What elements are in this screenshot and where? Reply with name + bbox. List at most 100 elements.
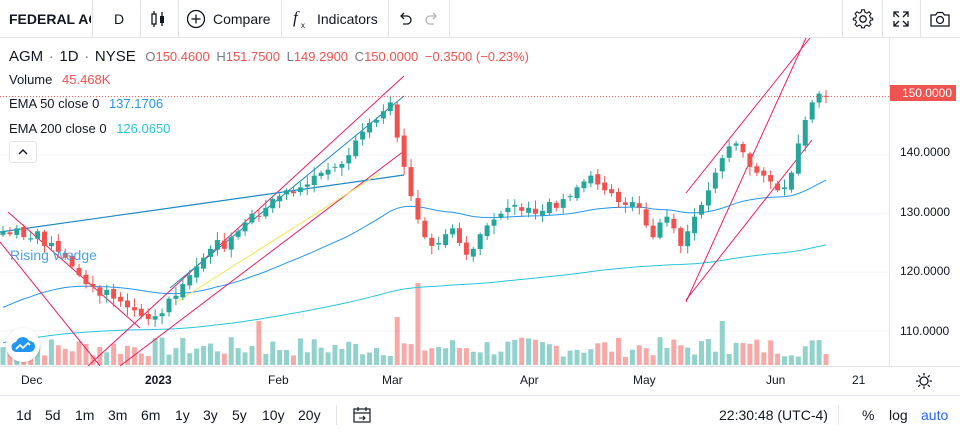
candle-body (664, 216, 670, 223)
candle-body (380, 111, 386, 119)
candle-body (360, 131, 366, 140)
volume-bar (560, 356, 566, 365)
rising-wedge-label[interactable]: Rising Wedge (10, 247, 97, 263)
volume-bar (76, 341, 82, 365)
interval-button[interactable]: D (114, 0, 124, 38)
settings-button[interactable] (852, 0, 874, 38)
candle-body (187, 275, 193, 286)
range-3m-button[interactable]: 3m (108, 407, 128, 423)
candle-body (456, 228, 462, 243)
volume-bar (526, 338, 532, 365)
candle-body (719, 158, 725, 172)
candle-body (346, 155, 352, 164)
candle-body (678, 228, 684, 246)
interval-label: D (114, 11, 125, 27)
log-scale-button[interactable]: log (889, 407, 908, 423)
candle-body (304, 184, 310, 187)
volume-bar (41, 355, 47, 365)
redo-button[interactable] (423, 0, 441, 38)
volume-bar (740, 343, 746, 365)
candle-body (692, 216, 698, 234)
current-price-tag: 150.0000 (890, 85, 956, 101)
symbol-search-button[interactable]: FEDERAL AG (9, 0, 91, 38)
candle-body (512, 204, 518, 207)
undo-button[interactable] (396, 0, 414, 38)
snapshot-button[interactable] (929, 0, 951, 38)
volume-bar (636, 345, 642, 365)
volume-bar (588, 349, 594, 365)
candle-body (408, 167, 414, 197)
volume-bar (539, 342, 545, 365)
tradingview-logo-button[interactable] (6, 328, 40, 362)
volume-bar (477, 352, 483, 365)
fullscreen-button[interactable] (891, 0, 911, 38)
volume-bar (519, 337, 525, 365)
range-1d-button[interactable]: 1d (16, 407, 32, 423)
candle-body (650, 225, 656, 238)
clock[interactable]: 22:30:48 (UTC-4) (719, 407, 828, 423)
candle-body (809, 102, 815, 120)
indicators-label: Indicators (317, 11, 378, 27)
candle-body (463, 242, 469, 255)
range-6m-button[interactable]: 6m (141, 407, 161, 423)
candle-body (436, 243, 442, 245)
volume-bar (346, 341, 352, 365)
volume-bar (602, 342, 608, 365)
range-20y-button[interactable]: 20y (298, 407, 321, 423)
rising-channel-upper (685, 38, 807, 303)
low-value: 149.2900 (293, 49, 349, 64)
auto-scale-button[interactable]: auto (921, 407, 949, 423)
volume-bar (699, 341, 705, 365)
chart-canvas[interactable] (0, 38, 890, 366)
range-10y-button[interactable]: 10y (262, 407, 285, 423)
legend-exchange: NYSE (94, 48, 136, 65)
volume-bar (609, 351, 615, 365)
candle-body (560, 199, 566, 208)
volume-bar (463, 348, 469, 365)
candle-body (581, 181, 587, 189)
candle-body (401, 135, 407, 167)
range-3y-button[interactable]: 3y (203, 407, 218, 423)
high-key: H (216, 49, 226, 64)
volume-bar (671, 339, 677, 365)
candle-body (118, 296, 124, 302)
volume-bar (733, 342, 739, 365)
candle-body (48, 243, 54, 247)
candle-body (733, 143, 739, 146)
volume-bar (456, 347, 462, 365)
range-1y-button[interactable]: 1y (175, 407, 190, 423)
percent-scale-button[interactable]: % (862, 407, 875, 423)
candle-body (325, 169, 331, 175)
candle-body (671, 218, 677, 229)
chart-pane[interactable]: AGM · 1D · NYSE O150.4600 H151.7500 L149… (0, 38, 890, 366)
candle-body (484, 225, 490, 237)
collapse-legend-button[interactable] (9, 141, 37, 163)
candle-body (311, 175, 317, 185)
candle-body (138, 308, 144, 317)
chart-style-button[interactable] (149, 0, 167, 38)
ema200-legend: EMA 200 close 0 126.0650 (9, 121, 170, 136)
volume-bar (325, 352, 331, 365)
range-1m-button[interactable]: 1m (75, 407, 95, 423)
candle-body (131, 307, 137, 311)
volume-bar (546, 344, 552, 365)
time-label-apr: Apr (520, 373, 539, 387)
time-axis[interactable]: Dec 2023 Feb Mar Apr May Jun 21 (0, 366, 960, 394)
candle-body (616, 191, 622, 202)
candle-body (761, 170, 767, 176)
compare-button[interactable]: Compare (186, 0, 271, 38)
price-axis[interactable]: 150.0000 140.0000 130.0000 120.0000 110.… (889, 38, 960, 366)
volume-bar (159, 337, 165, 365)
volume-bar (685, 347, 691, 365)
ema200-label: EMA 200 close 0 (9, 121, 107, 136)
low-key: L (286, 49, 294, 64)
volume-bar (290, 355, 296, 365)
range-5d-button[interactable]: 5d (45, 407, 61, 423)
axis-settings-button[interactable] (915, 372, 933, 395)
fib-trendline (174, 172, 381, 304)
range-5y-button[interactable]: 5y (232, 407, 247, 423)
volume-bar (401, 343, 407, 365)
candle-body (318, 172, 324, 177)
go-to-date-button[interactable] (352, 406, 372, 429)
